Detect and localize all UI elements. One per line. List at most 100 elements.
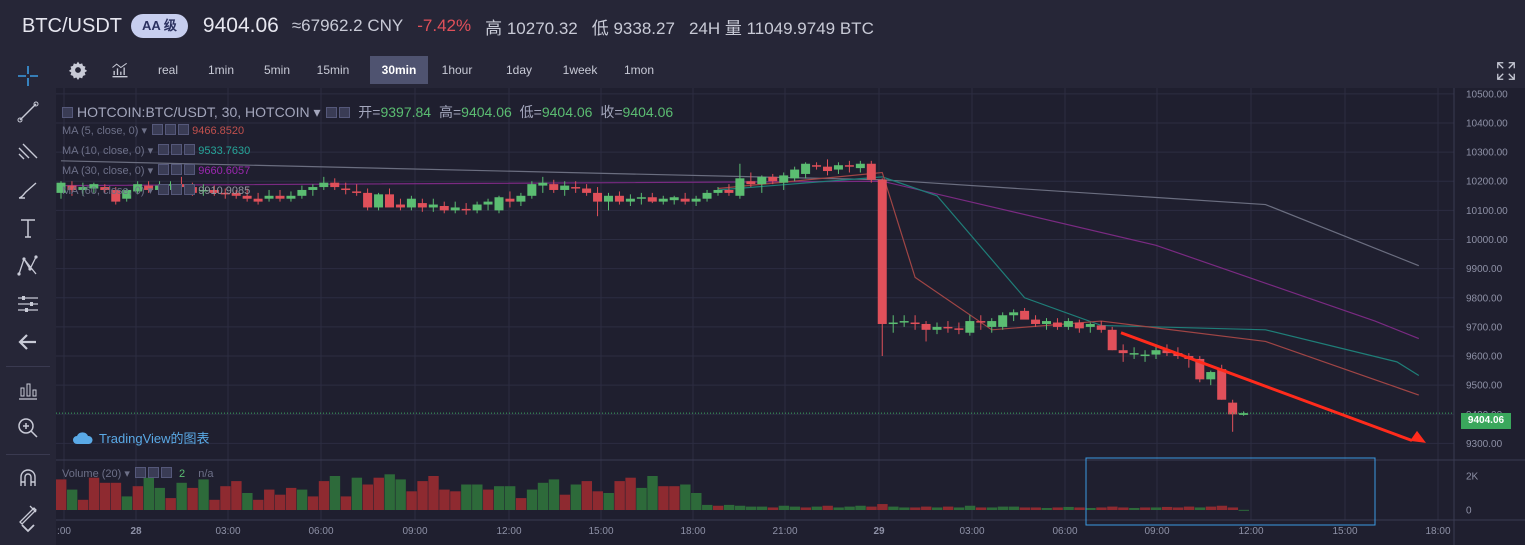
gear-icon[interactable] bbox=[68, 60, 90, 80]
candle-body bbox=[647, 197, 657, 202]
candle-body bbox=[1052, 322, 1062, 327]
low-value: 9404.06 bbox=[541, 104, 593, 120]
volume-bar bbox=[77, 499, 89, 510]
candle-body bbox=[833, 165, 843, 170]
gear-icon[interactable] bbox=[165, 124, 177, 135]
timeframe-15min[interactable]: 15min bbox=[316, 63, 350, 77]
candle-body bbox=[943, 326, 953, 329]
time-axis-label: 15:00 bbox=[588, 526, 613, 537]
eye-icon[interactable] bbox=[158, 184, 170, 195]
candle-body bbox=[844, 165, 854, 167]
magnet-icon[interactable] bbox=[14, 464, 42, 492]
timeframe-real[interactable]: real bbox=[157, 63, 178, 77]
gear-icon[interactable] bbox=[147, 467, 159, 478]
volume-bar bbox=[800, 507, 811, 510]
open-value: 9397.84 bbox=[380, 104, 432, 120]
symbol-label[interactable]: HOTCOIN:BTC/USDT, 30, HOTCOIN bbox=[77, 104, 310, 120]
timeframe-1mon[interactable]: 1mon bbox=[623, 63, 655, 77]
text-tool-icon[interactable] bbox=[14, 214, 42, 242]
close-icon[interactable] bbox=[184, 144, 196, 155]
caret-down-icon[interactable]: ▾ bbox=[313, 104, 321, 120]
candle-body bbox=[855, 163, 865, 169]
pattern-icon[interactable] bbox=[14, 252, 42, 280]
close-value: 9404.06 bbox=[622, 104, 674, 120]
ma30-legend[interactable]: MA (30, close, 0) ▾ 9660.6057 bbox=[62, 164, 251, 177]
price-axis-label: 9300.00 bbox=[1466, 439, 1503, 450]
prediction-icon[interactable] bbox=[14, 290, 42, 318]
ma60-legend[interactable]: MA (60, close, 0) ▾ 9910.9085 bbox=[62, 184, 251, 197]
candle-body bbox=[801, 163, 811, 174]
ma5-legend[interactable]: MA (5, close, 0) ▾ 9466.8520 bbox=[62, 124, 245, 137]
candle-body bbox=[746, 181, 756, 185]
timeframe-1min[interactable]: 1min bbox=[207, 63, 234, 77]
timeframe-30min[interactable]: 30min bbox=[370, 56, 428, 84]
candle-body bbox=[713, 189, 723, 193]
chevron-down-icon[interactable] bbox=[14, 514, 42, 542]
volume-bar bbox=[953, 507, 965, 510]
fullscreen-icon[interactable] bbox=[1495, 60, 1517, 82]
gear-icon[interactable] bbox=[171, 144, 183, 155]
candle-body bbox=[516, 195, 526, 202]
highlight-box bbox=[1085, 457, 1376, 526]
settings-icon[interactable] bbox=[326, 107, 338, 118]
collapse-icon[interactable] bbox=[62, 107, 73, 118]
lock-icon[interactable] bbox=[14, 500, 42, 528]
chart-area[interactable]: 10500.00 10400.00 10300.00 10200.00 10100.00… bbox=[56, 88, 1525, 545]
measure-icon[interactable] bbox=[14, 376, 42, 404]
volume-legend[interactable]: Volume (20) ▾ 2 n/a bbox=[62, 467, 214, 480]
brush-icon[interactable] bbox=[14, 176, 42, 204]
volume-bar bbox=[669, 486, 680, 510]
volume-bar bbox=[603, 493, 614, 510]
volume-bar bbox=[439, 489, 450, 510]
back-arrow-icon[interactable] bbox=[14, 328, 42, 356]
candle-body bbox=[1107, 329, 1117, 351]
gear-icon[interactable] bbox=[339, 107, 351, 118]
eye-icon[interactable] bbox=[158, 144, 170, 155]
last-price: 9404.06 bbox=[202, 14, 279, 37]
eye-icon[interactable] bbox=[158, 164, 170, 175]
candle-body bbox=[220, 192, 230, 195]
pair-name[interactable]: BTC/USDT bbox=[22, 14, 122, 37]
crosshair-icon[interactable] bbox=[14, 62, 42, 90]
fib-tool-icon[interactable] bbox=[14, 138, 42, 166]
candle-body bbox=[1020, 310, 1030, 320]
volume-bar bbox=[570, 484, 582, 510]
timeframe-1day[interactable]: 1day bbox=[505, 63, 533, 77]
price-axis-label: 10000.00 bbox=[1466, 235, 1508, 246]
candle-body bbox=[1217, 369, 1227, 400]
close-icon[interactable] bbox=[184, 164, 196, 175]
ma10-legend[interactable]: MA (10, close, 0) ▾ 9533.7630 bbox=[62, 144, 251, 157]
timeframe-1week[interactable]: 1week bbox=[562, 63, 598, 77]
trend-line-icon[interactable] bbox=[14, 98, 42, 126]
candle-body bbox=[264, 195, 274, 199]
price-axis-label: 10200.00 bbox=[1466, 177, 1508, 188]
time-axis-label: 06:00 bbox=[1052, 526, 1077, 537]
price-axis-label: 10300.00 bbox=[1466, 148, 1508, 159]
gear-icon[interactable] bbox=[171, 164, 183, 175]
timeframe-1hour[interactable]: 1hour bbox=[441, 63, 473, 77]
tradingview-brand[interactable]: TradingView的图表 bbox=[72, 428, 210, 447]
candle-body bbox=[669, 197, 679, 201]
close-icon[interactable] bbox=[178, 124, 190, 135]
candle-body bbox=[166, 184, 175, 186]
candle-body bbox=[428, 204, 438, 208]
volume-bar bbox=[121, 496, 133, 510]
zoom-icon[interactable] bbox=[14, 414, 42, 442]
timeframe-5min[interactable]: 5min bbox=[263, 63, 290, 77]
candle-body bbox=[921, 323, 931, 330]
price-axis-label: 9800.00 bbox=[1466, 293, 1503, 304]
candle-body bbox=[571, 187, 581, 189]
indicators-icon[interactable] bbox=[110, 60, 132, 80]
candle-body bbox=[472, 204, 482, 211]
eye-icon[interactable] bbox=[134, 467, 146, 478]
candle-body bbox=[450, 207, 460, 211]
volume-bar bbox=[296, 489, 308, 510]
price-chart[interactable]: 10500.00 10400.00 10300.00 10200.00 10100.00… bbox=[56, 88, 1525, 545]
gear-icon[interactable] bbox=[171, 184, 183, 195]
close-icon[interactable] bbox=[184, 184, 196, 195]
close-icon[interactable] bbox=[160, 467, 172, 478]
volume-bar bbox=[625, 477, 636, 510]
eye-icon[interactable] bbox=[152, 124, 164, 135]
candle-body bbox=[100, 187, 110, 190]
volume-bar bbox=[767, 507, 779, 510]
